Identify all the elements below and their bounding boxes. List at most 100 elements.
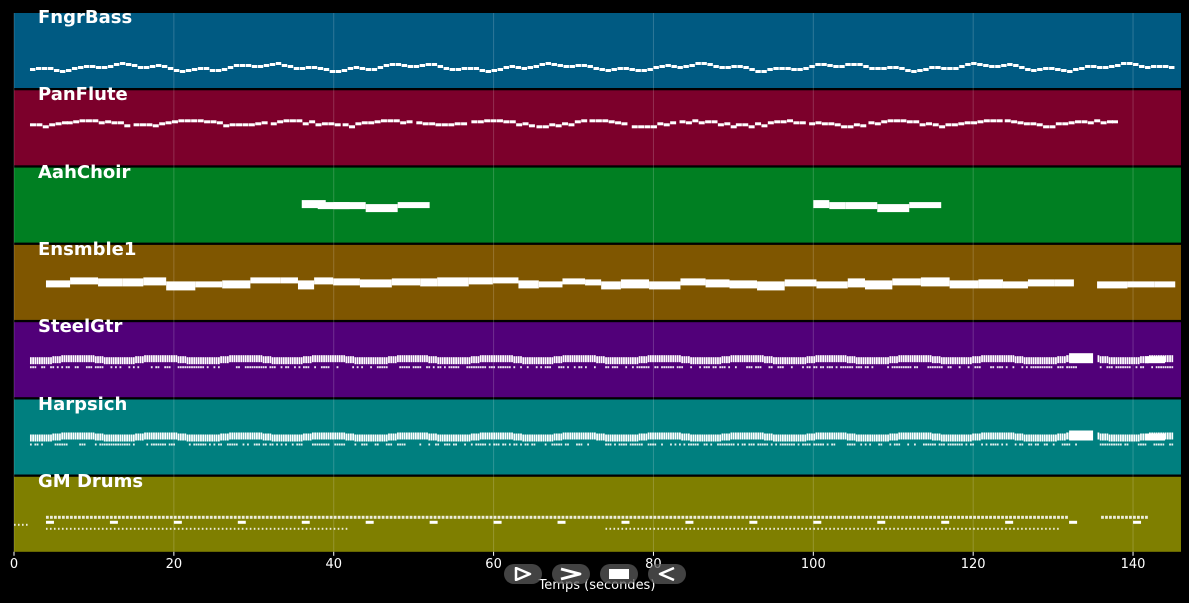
note	[833, 432, 836, 440]
stop-button[interactable]	[600, 564, 638, 584]
play-button[interactable]	[504, 564, 542, 584]
note	[893, 443, 896, 446]
note	[581, 64, 587, 67]
note	[379, 357, 381, 365]
note	[1069, 520, 1078, 524]
note	[752, 443, 755, 446]
note	[822, 366, 825, 369]
note	[983, 432, 986, 440]
note	[869, 67, 875, 70]
note	[521, 515, 525, 519]
note	[61, 366, 64, 369]
note	[309, 120, 316, 124]
note	[929, 443, 932, 446]
fast-forward-button[interactable]	[552, 564, 590, 584]
note	[937, 527, 939, 530]
note	[742, 123, 749, 127]
note	[262, 433, 265, 441]
note	[817, 432, 820, 440]
note	[976, 433, 979, 441]
note	[607, 434, 610, 442]
note	[896, 443, 898, 446]
note	[781, 357, 784, 365]
note	[788, 357, 791, 365]
note	[896, 433, 898, 441]
note	[996, 355, 999, 363]
note	[562, 355, 565, 363]
rewind-button[interactable]	[648, 564, 686, 584]
note	[670, 121, 677, 125]
note	[520, 366, 522, 369]
note	[990, 366, 992, 369]
note	[504, 432, 507, 440]
note	[79, 432, 81, 440]
note	[428, 356, 431, 364]
note	[517, 433, 520, 441]
note	[477, 515, 481, 519]
note	[289, 119, 296, 123]
note	[1001, 515, 1004, 519]
note	[35, 67, 42, 70]
note	[1101, 515, 1104, 519]
note	[973, 515, 976, 519]
note	[1137, 515, 1140, 519]
note	[191, 68, 198, 71]
note	[840, 432, 842, 440]
note	[749, 68, 755, 71]
note	[429, 515, 433, 519]
note	[905, 527, 907, 530]
note	[705, 120, 712, 124]
note	[1032, 366, 1035, 369]
note	[1106, 433, 1109, 441]
note	[135, 433, 137, 441]
note	[623, 443, 625, 446]
note	[358, 434, 361, 442]
note	[511, 355, 513, 363]
note	[1066, 432, 1068, 440]
note	[770, 356, 773, 364]
note	[179, 356, 182, 364]
note	[949, 366, 952, 369]
note	[161, 65, 168, 68]
note	[752, 355, 755, 363]
note	[1081, 120, 1088, 124]
note	[113, 63, 120, 66]
note	[849, 443, 851, 446]
note	[269, 63, 276, 66]
note	[827, 64, 833, 67]
note	[188, 366, 191, 369]
note	[49, 515, 53, 519]
note	[692, 119, 699, 123]
note	[697, 527, 700, 530]
note	[831, 355, 833, 363]
note	[828, 355, 831, 363]
note	[524, 443, 527, 446]
note	[939, 125, 946, 129]
note	[374, 434, 377, 442]
note	[913, 120, 920, 124]
note	[654, 443, 657, 446]
note	[797, 434, 800, 442]
note	[753, 515, 757, 519]
note	[376, 434, 379, 442]
note	[737, 355, 739, 363]
note	[596, 356, 598, 364]
note	[345, 356, 348, 364]
note	[88, 355, 90, 363]
note	[569, 515, 573, 519]
note	[941, 520, 950, 524]
note	[41, 434, 43, 442]
note	[1169, 366, 1171, 369]
note	[155, 432, 158, 440]
note	[191, 357, 193, 365]
note	[994, 355, 997, 363]
note	[1160, 366, 1162, 369]
note	[647, 366, 650, 369]
note	[730, 443, 733, 446]
note	[124, 124, 131, 128]
note	[423, 432, 426, 440]
note	[949, 515, 952, 519]
note	[381, 366, 384, 369]
note	[401, 355, 404, 363]
note	[602, 356, 605, 364]
